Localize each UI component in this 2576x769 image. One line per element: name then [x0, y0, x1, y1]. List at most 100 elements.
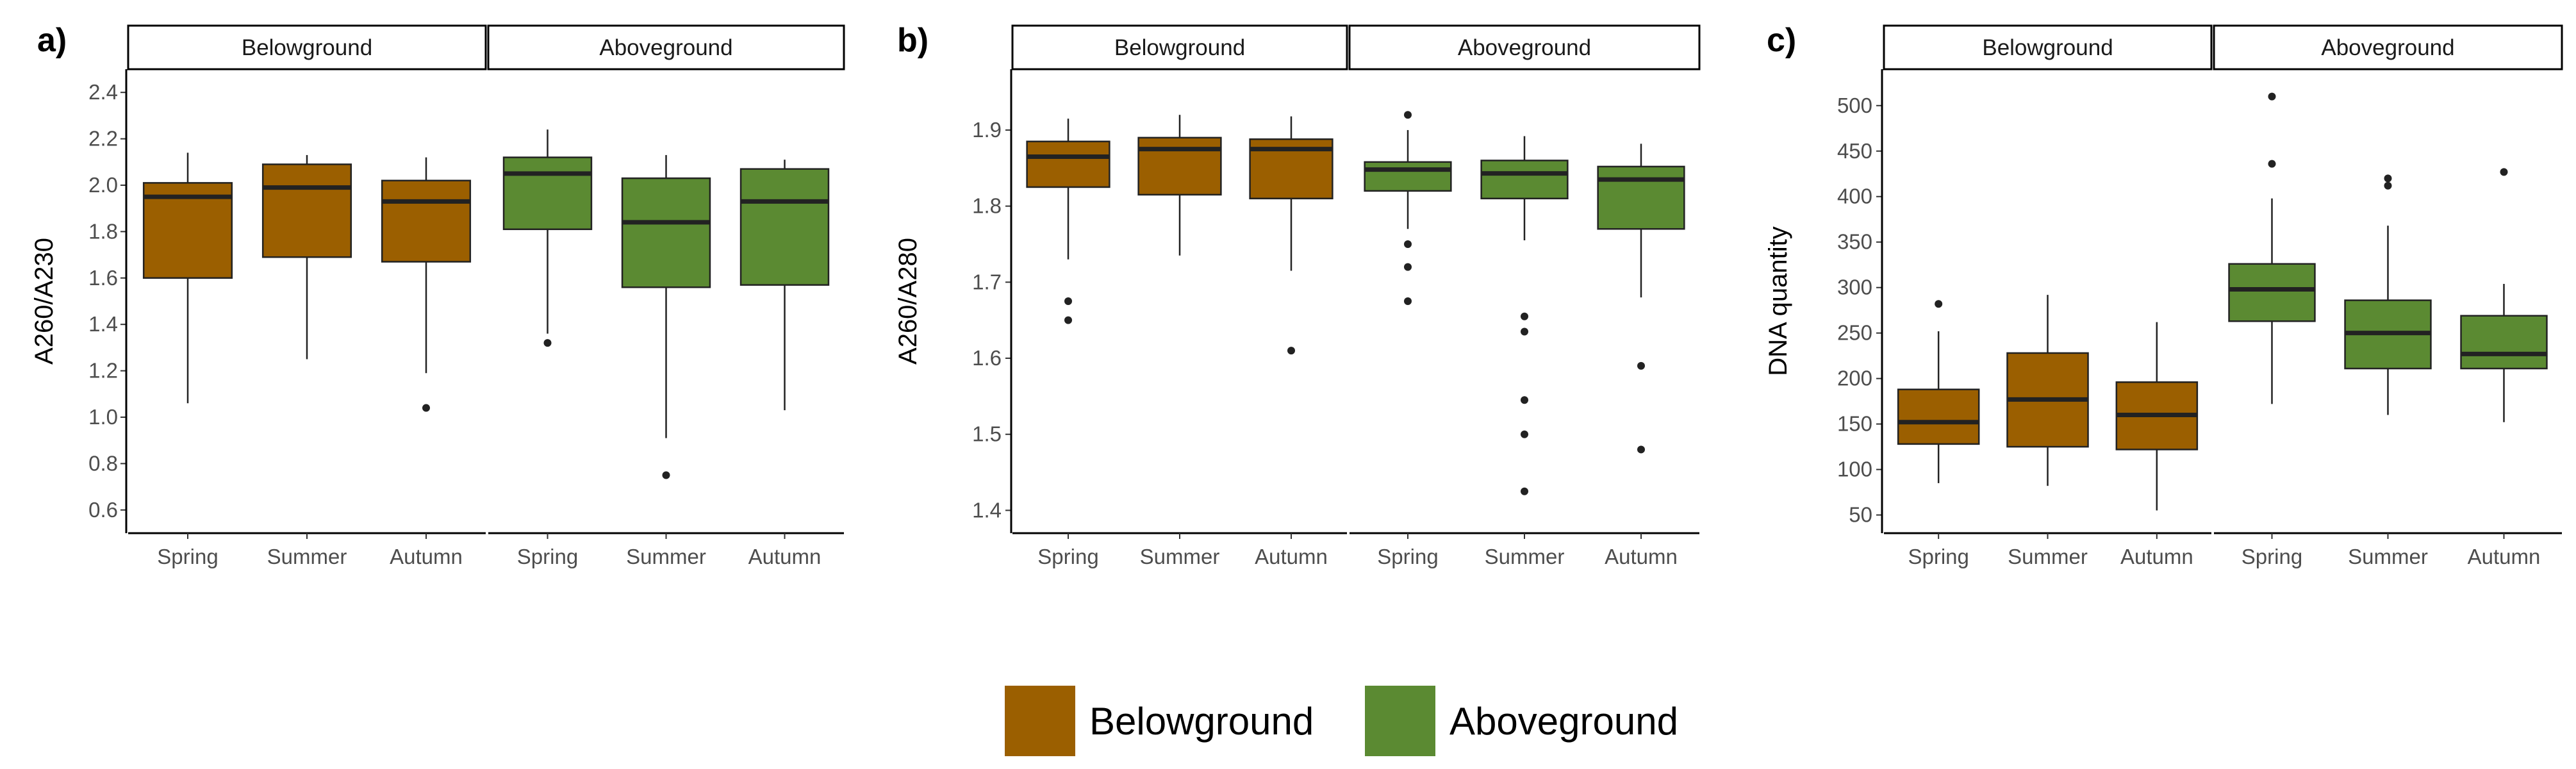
y-tick-label: 1.5	[972, 422, 1002, 446]
facet-belowground: Belowground Spring Summer Autumn	[1883, 24, 2213, 568]
box-body	[1137, 136, 1222, 196]
y-axis-title: DNA quantity	[1764, 226, 1792, 376]
outlier-point	[1637, 361, 1645, 370]
y-tick-label: 1.6	[88, 266, 118, 290]
y-tick-label: 1.0	[88, 405, 118, 429]
y-tick-label: 200	[1837, 367, 1872, 390]
outlier-point	[1637, 445, 1645, 454]
x-tick-label: Summer	[2008, 545, 2088, 568]
facet-aboveground: Aboveground Spring Summer Autumn	[1348, 24, 1701, 568]
y-tick-label: 1.4	[972, 498, 1002, 522]
facet-strip	[2213, 24, 2563, 70]
x-tick-label: Autumn	[390, 545, 463, 568]
x-tick-label: Autumn	[1255, 545, 1328, 568]
x-tick-label: Summer	[626, 545, 706, 568]
box-body	[1597, 165, 1685, 230]
x-tick-label: Autumn	[2120, 545, 2193, 568]
outlier-point	[1404, 111, 1412, 119]
legend: Belowground Aboveground	[1005, 686, 1678, 756]
panel-label: b)	[897, 22, 929, 59]
box-summer: Summer	[2006, 295, 2089, 568]
y-tick-label: 2.2	[88, 127, 118, 151]
box-autumn: Autumn	[2460, 168, 2548, 568]
x-tick-label: Autumn	[2468, 545, 2541, 568]
y-tick-label: 150	[1837, 412, 1872, 436]
box-body	[1364, 161, 1452, 192]
y-tick-label: 250	[1837, 321, 1872, 345]
panel-3: c) DNA quantity 50 100 150 200 250 300 350 400 450…	[1764, 22, 2563, 568]
y-tick-label: 450	[1837, 139, 1872, 163]
box-autumn: Autumn	[1249, 116, 1333, 568]
outlier-point	[1521, 396, 1528, 404]
outlier-point	[1521, 430, 1528, 438]
outlier-point	[1064, 316, 1072, 324]
box-spring: Spring	[142, 153, 233, 568]
x-tick-label: Spring	[1908, 545, 1969, 568]
y-axis-title: A260/A230	[30, 238, 58, 365]
panel-label: a)	[37, 22, 67, 59]
x-tick-label: Summer	[1485, 545, 1565, 568]
y-tick-label: 300	[1837, 276, 1872, 299]
y-axis-title: A260/A280	[894, 238, 922, 365]
y-tick-label: 50	[1849, 503, 1872, 527]
outlier-point	[1064, 297, 1072, 305]
outlier-point	[1404, 240, 1412, 248]
box-body	[1897, 388, 1980, 445]
box-autumn: Autumn	[739, 160, 830, 568]
legend-label: Belowground	[1089, 700, 1314, 743]
box-body	[2460, 315, 2548, 370]
box-summer: Summer	[2344, 174, 2432, 568]
legend-label: Aboveground	[1449, 700, 1678, 743]
box-summer: Summer	[1137, 115, 1222, 568]
box-body	[621, 177, 711, 288]
x-tick-label: Spring	[517, 545, 578, 568]
y-tick-label: 1.7	[972, 270, 1002, 294]
facet-strip-label: Belowground	[1114, 35, 1245, 60]
x-tick-label: Autumn	[1605, 545, 1678, 568]
y-tick-label: 1.4	[88, 312, 118, 336]
panel-1: a) A260/A230 0.6 0.8 1.0 1.2 1.4 1.6 1.8 2.0 2.2 2.…	[30, 22, 845, 568]
outlier-point	[1287, 347, 1295, 355]
x-tick-label: Spring	[1377, 545, 1438, 568]
facet-strip	[1011, 24, 1348, 70]
y-tick-label: 500	[1837, 94, 1872, 117]
box-autumn: Autumn	[2115, 322, 2199, 568]
outlier-point	[2384, 174, 2392, 183]
facet-strip	[487, 24, 845, 70]
outlier-point	[2500, 168, 2508, 176]
legend-item-belowground: Belowground	[1005, 686, 1314, 756]
facet-belowground: Belowground Spring Summer Autumn	[1011, 24, 1348, 568]
y-tick-label: 2.4	[88, 80, 118, 104]
box-body	[381, 179, 472, 263]
box-spring: Spring	[502, 129, 593, 568]
x-tick-label: Spring	[157, 545, 218, 568]
outlier-point	[1521, 312, 1528, 320]
box-body	[2228, 263, 2316, 322]
box-body	[739, 168, 830, 286]
box-summer: Summer	[261, 154, 352, 568]
facet-strip	[1348, 24, 1701, 70]
facet-strip-label: Aboveground	[2321, 35, 2454, 60]
x-tick-label: Summer	[1140, 545, 1220, 568]
y-tick-label: 1.2	[88, 359, 118, 383]
outlier-point	[543, 339, 552, 347]
outlier-point	[1521, 487, 1528, 495]
panels: a) A260/A230 0.6 0.8 1.0 1.2 1.4 1.6 1.8 2.0 2.2 2.…	[30, 22, 2563, 568]
box-autumn: Autumn	[381, 157, 472, 568]
x-tick-label: Spring	[1037, 545, 1098, 568]
x-tick-label: Summer	[2348, 545, 2428, 568]
box-summer: Summer	[621, 154, 711, 568]
y-tick-label: 1.8	[972, 194, 1002, 218]
facet-aboveground: Aboveground Spring Summer Autumn	[2213, 24, 2563, 568]
y-tick-label: 1.8	[88, 219, 118, 243]
facet-aboveground: Aboveground Spring Summer Autumn	[487, 24, 845, 568]
facet-strip-label: Belowground	[1982, 35, 2113, 60]
legend-item-aboveground: Aboveground	[1365, 686, 1678, 756]
outlier-point	[1521, 327, 1528, 336]
legend-swatch	[1365, 686, 1435, 756]
facet-strip	[1883, 24, 2213, 70]
box-autumn: Autumn	[1597, 144, 1685, 568]
panel-2: b) A260/A280 1.4 1.5 1.6 1.7 1.8 1.9 Belowground…	[894, 22, 1701, 568]
y-tick-label: 0.6	[88, 498, 118, 522]
outlier-point	[2384, 181, 2392, 190]
